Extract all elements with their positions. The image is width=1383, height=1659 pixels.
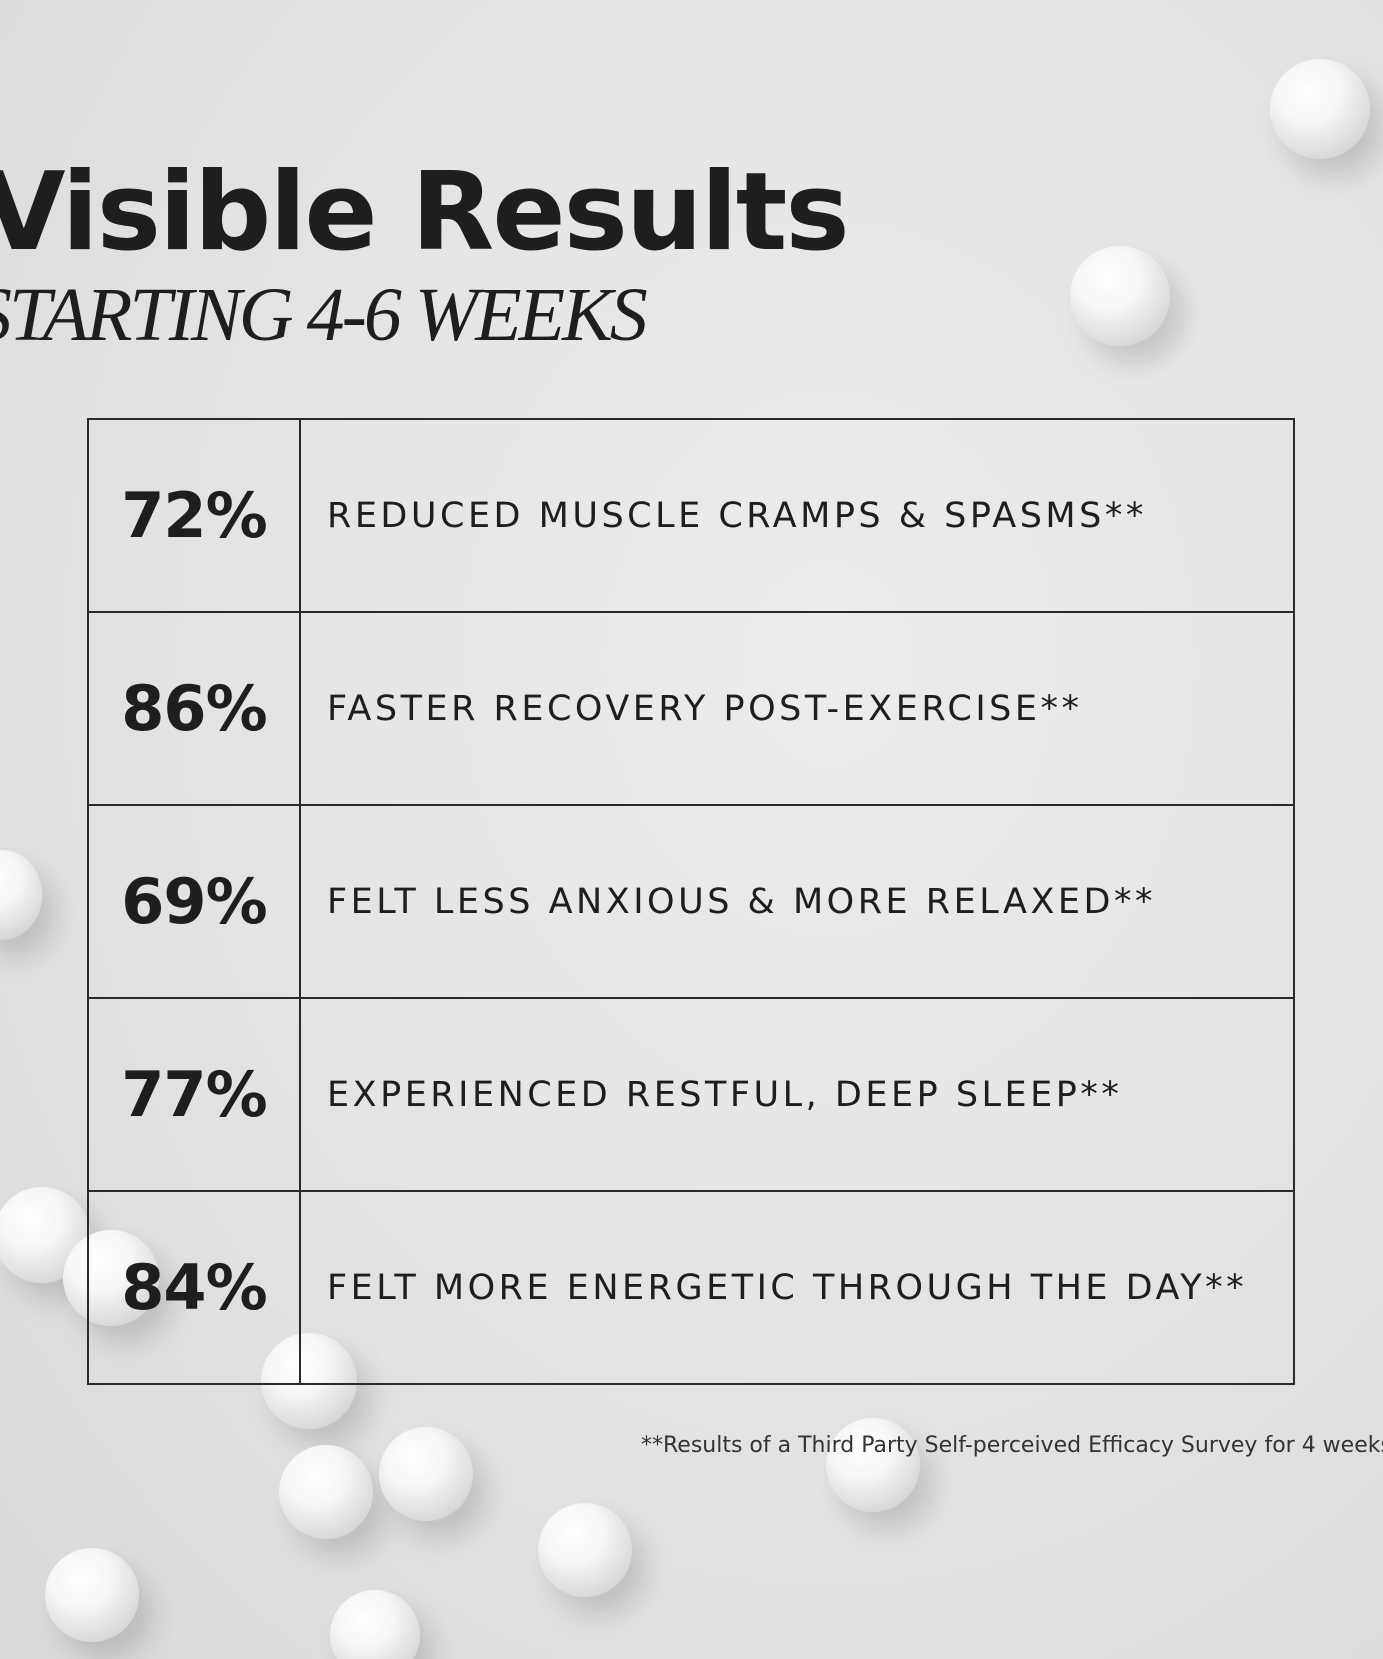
- table-body: 72% REDUCED MUSCLE CRAMPS & SPASMS** 86% FA…: [87, 418, 1295, 1385]
- pearl: [45, 1548, 139, 1642]
- percent-cell: 86%: [87, 611, 301, 806]
- benefit-cell: EXPERIENCED RESTFUL, DEEP SLEEP**: [299, 997, 1295, 1192]
- benefit-cell: FELT MORE ENERGETIC THROUGH THE DAY**: [299, 1190, 1295, 1385]
- benefit-cell: FELT LESS ANXIOUS & MORE RELAXED**: [299, 804, 1295, 999]
- subtitle: STARTING 4-6 WEEKS: [0, 273, 648, 357]
- title: Visible Results: [0, 150, 850, 275]
- table-row: 84% FELT MORE ENERGETIC THROUGH THE DAY**: [87, 1190, 1295, 1385]
- benefit-cell: REDUCED MUSCLE CRAMPS & SPASMS**: [299, 418, 1295, 613]
- pearl: [379, 1427, 473, 1521]
- table-row: 86% FASTER RECOVERY POST-EXERCISE**: [87, 611, 1295, 806]
- table-row: 77% EXPERIENCED RESTFUL, DEEP SLEEP**: [87, 997, 1295, 1192]
- table-row: 72% REDUCED MUSCLE CRAMPS & SPASMS**: [87, 418, 1295, 613]
- footnote: **Results of a Third Party Self-perceive…: [641, 1433, 1383, 1458]
- table-row: 69% FELT LESS ANXIOUS & MORE RELAXED**: [87, 804, 1295, 999]
- results-table: 72% REDUCED MUSCLE CRAMPS & SPASMS** 86% FA…: [87, 418, 1295, 1385]
- pearl: [538, 1503, 632, 1597]
- percent-cell: 72%: [87, 418, 301, 613]
- pearl: [279, 1445, 373, 1539]
- pearl: [1070, 246, 1170, 346]
- pearl: [1270, 59, 1370, 159]
- pearl: [0, 850, 42, 940]
- percent-cell: 69%: [87, 804, 301, 999]
- benefit-cell: FASTER RECOVERY POST-EXERCISE**: [299, 611, 1295, 806]
- percent-cell: 77%: [87, 997, 301, 1192]
- pearl: [330, 1590, 420, 1659]
- percent-cell: 84%: [87, 1190, 301, 1385]
- pearl: [826, 1418, 920, 1512]
